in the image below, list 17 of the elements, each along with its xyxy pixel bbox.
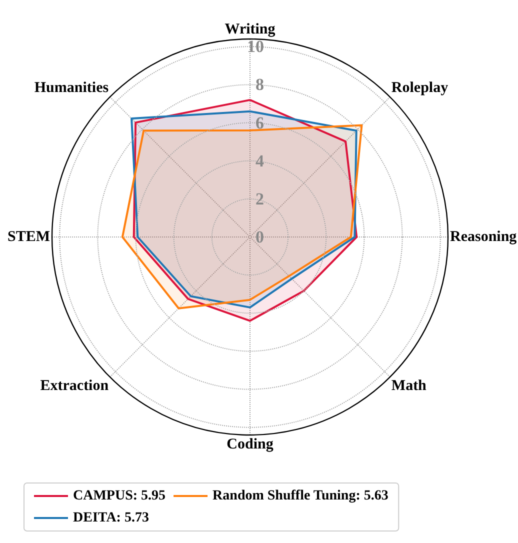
spoke-label: Humanities bbox=[34, 80, 109, 96]
y-tick-label: 10 bbox=[247, 37, 264, 56]
spoke-label: STEM bbox=[7, 229, 50, 245]
spoke-label: Coding bbox=[226, 436, 274, 452]
y-tick-label: 6 bbox=[256, 113, 264, 132]
legend-label: Random Shuffle Tuning: 5.63 bbox=[212, 488, 388, 504]
y-tick-label: 8 bbox=[256, 75, 264, 94]
legend-label: DEITA: 5.73 bbox=[73, 510, 149, 526]
spoke-label: Extraction bbox=[40, 378, 110, 394]
y-tick-label: 2 bbox=[256, 189, 264, 208]
legend-label: CAMPUS: 5.95 bbox=[73, 488, 166, 504]
spoke-label: Math bbox=[391, 378, 428, 394]
y-tick-label: 0 bbox=[256, 228, 264, 246]
spoke-label: Reasoning bbox=[450, 229, 518, 245]
spoke-label: Writing bbox=[224, 22, 276, 38]
y-tick-label: 4 bbox=[256, 151, 264, 170]
spoke-label: Roleplay bbox=[391, 80, 449, 96]
